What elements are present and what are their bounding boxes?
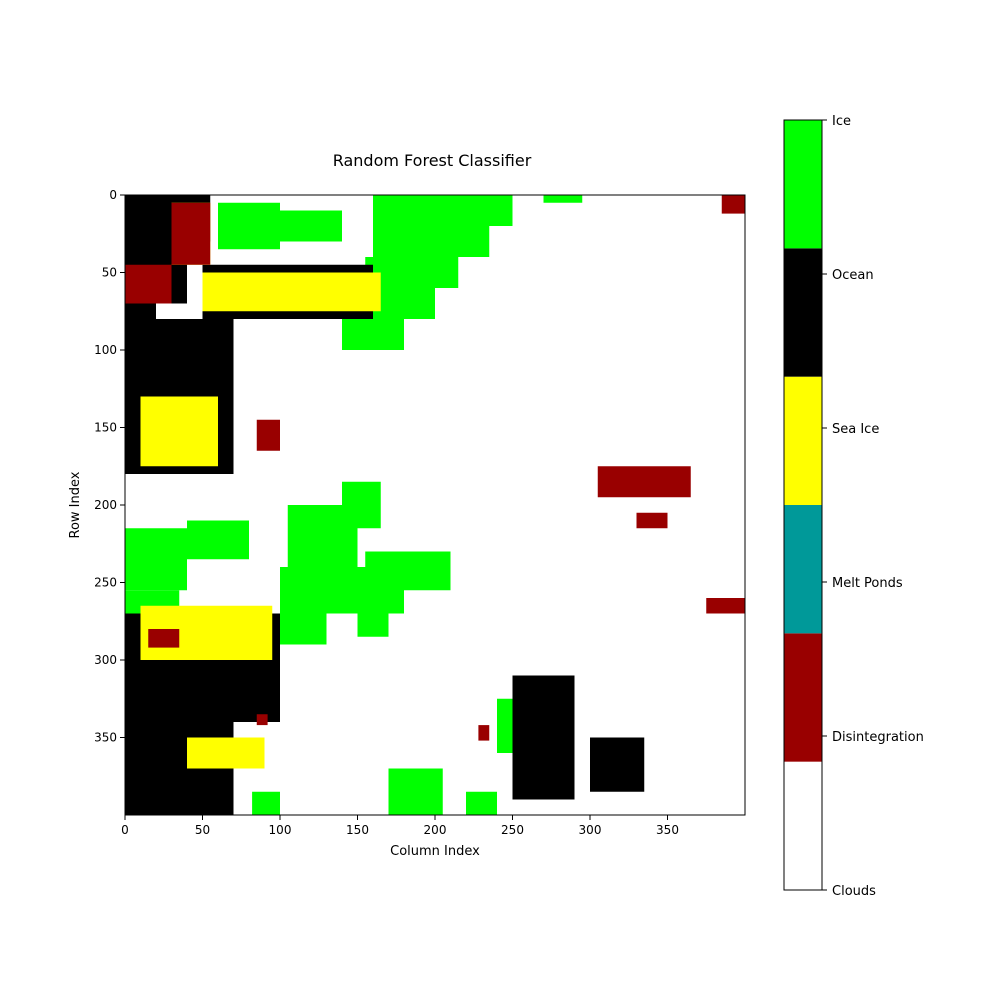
heatmap-region-ice <box>187 520 249 560</box>
heatmap-region-ice <box>280 210 342 242</box>
heatmap-region-disintegration <box>706 598 745 614</box>
x-tick-label: 50 <box>195 823 210 837</box>
colorbar-tick-label: Clouds <box>832 884 876 899</box>
heatmap-region-ice <box>357 613 389 637</box>
x-tick-label: 300 <box>579 823 602 837</box>
heatmap-region-ice <box>466 791 497 815</box>
colorbar-tick-label: Disintegration <box>832 730 924 745</box>
heatmap-region-disintegration <box>478 725 490 741</box>
heatmap-region-ice <box>342 481 381 529</box>
x-tick-label: 100 <box>269 823 292 837</box>
y-tick-label: 200 <box>94 498 117 512</box>
heatmap-region-disintegration <box>171 202 211 265</box>
colorbar-tick-label: Ocean <box>832 268 874 283</box>
x-tick-label: 200 <box>424 823 447 837</box>
colorbar-segment-melt-ponds <box>784 505 822 634</box>
heatmap-region-ice <box>365 551 451 591</box>
heatmap-region-sea-ice <box>202 272 381 312</box>
colorbar-segment-disintegration <box>784 633 822 762</box>
y-tick-label: 100 <box>94 343 117 357</box>
x-tick-label: 150 <box>346 823 369 837</box>
heatmap-region-disintegration <box>597 466 691 498</box>
heatmap-region-ocean <box>512 675 575 800</box>
heatmap-region-sea-ice <box>140 396 218 467</box>
heatmap-region-disintegration <box>256 419 280 451</box>
y-tick-label: 300 <box>94 653 117 667</box>
colorbar-tick-label: Ice <box>832 114 851 129</box>
heatmap-region-ocean <box>590 737 645 792</box>
heatmap-region-disintegration <box>148 629 180 648</box>
heatmap-region-ice <box>373 195 513 226</box>
heatmap-region-ice <box>388 768 443 815</box>
y-tick-label: 0 <box>109 188 117 202</box>
chart-title: Random Forest Classifier <box>333 151 532 170</box>
x-tick-label: 250 <box>501 823 524 837</box>
colorbar <box>783 119 823 891</box>
colorbar-segment-sea-ice <box>784 376 822 505</box>
y-tick-label: 150 <box>94 421 117 435</box>
heatmap-region-ice <box>252 791 280 815</box>
heatmap-region-disintegration <box>721 195 745 214</box>
x-tick-label: 350 <box>656 823 679 837</box>
y-axis-ticks: 0 50 100 150 200 250 300 350 <box>94 188 125 745</box>
colorbar-segment-ice <box>784 120 822 249</box>
x-axis-label: Column Index <box>390 844 480 859</box>
heatmap-region-ice <box>280 613 327 645</box>
colorbar-segment-ocean <box>784 248 822 377</box>
heatmap-region-ice <box>373 226 490 257</box>
colorbar-frame <box>783 119 823 891</box>
heatmap-region-ice <box>218 202 280 250</box>
heatmap-region-ice <box>342 319 404 350</box>
heatmap-region-disintegration <box>125 264 172 304</box>
y-tick-label: 250 <box>94 576 117 590</box>
colorbar-tick-label: Melt Ponds <box>832 576 903 591</box>
heatmap-region-disintegration <box>636 512 668 529</box>
colorbar-ticks: Clouds Disintegration Melt Ponds Sea Ice Oce… <box>822 114 924 899</box>
x-tick-label: 0 <box>121 823 129 837</box>
colorbar-tick-label: Sea Ice <box>832 422 879 437</box>
heatmap-region-disintegration <box>256 714 268 726</box>
y-tick-label: 50 <box>102 266 117 280</box>
colorbar-segment-clouds <box>784 761 822 890</box>
x-axis-ticks: 0 50 100 150 200 250 300 350 <box>121 815 679 837</box>
heatmap-cells <box>125 195 745 815</box>
y-axis-label: Row Index <box>68 471 83 538</box>
heatmap-region-sea-ice <box>187 737 265 769</box>
heatmap-region-ice <box>543 195 583 203</box>
heatmap-region-ice <box>125 528 187 591</box>
y-tick-label: 350 <box>94 731 117 745</box>
